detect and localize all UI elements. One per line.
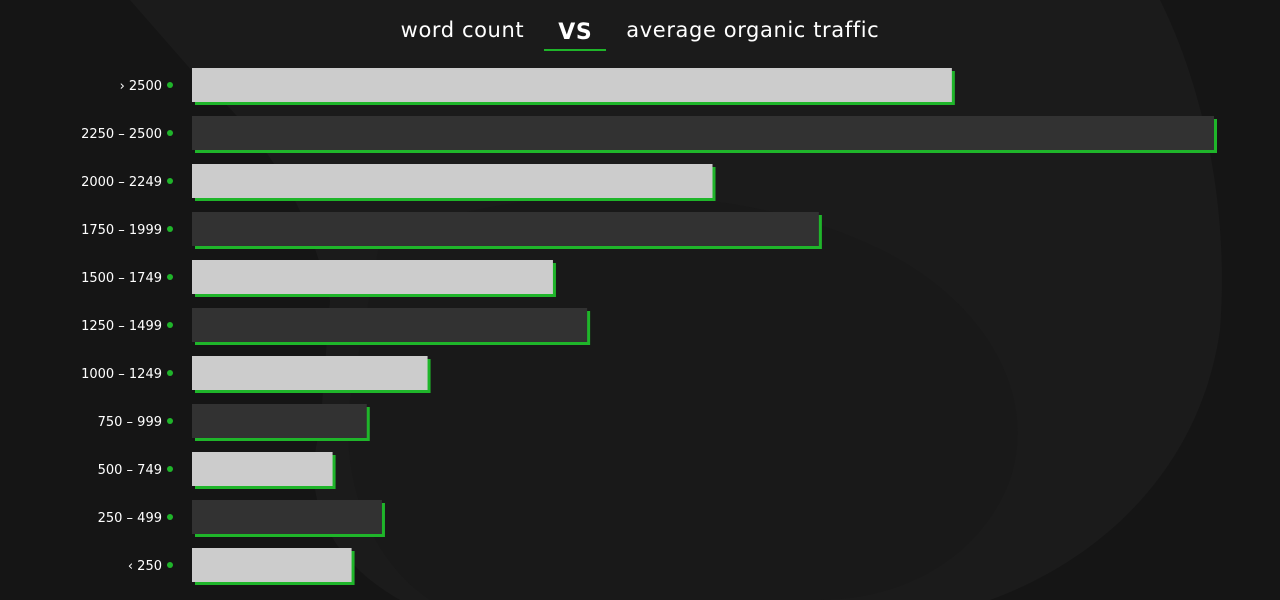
y-tick-label-10: ‹ 250 bbox=[128, 559, 162, 574]
y-tick-label-7: 750 – 999 bbox=[98, 415, 162, 430]
y-tick-label-0: › 2500 bbox=[120, 79, 162, 94]
label-dot-10 bbox=[167, 562, 173, 568]
bar-4 bbox=[192, 260, 553, 294]
y-tick-label-2: 2000 – 2249 bbox=[81, 175, 162, 190]
bar-8 bbox=[192, 452, 333, 486]
bar-3 bbox=[192, 212, 819, 246]
label-dot-2 bbox=[167, 178, 173, 184]
bar-0 bbox=[192, 68, 952, 102]
y-tick-label-5: 1250 – 1499 bbox=[81, 319, 162, 334]
bar-5 bbox=[192, 308, 588, 342]
title-left: word count bbox=[400, 18, 525, 42]
bar-10 bbox=[192, 548, 352, 582]
y-axis-labels: › 2500 2250 – 2500 2000 – 2249 1750 – 1999 1… bbox=[81, 79, 173, 574]
title-vs: VS bbox=[544, 20, 607, 51]
label-dot-7 bbox=[167, 418, 173, 424]
bar-9 bbox=[192, 500, 382, 534]
title-right: average organic traffic bbox=[626, 18, 880, 42]
bar-6 bbox=[192, 356, 428, 390]
bar-1 bbox=[192, 116, 1214, 150]
label-dot-4 bbox=[167, 274, 173, 280]
chart-title: word count VS average organic traffic bbox=[0, 18, 1280, 52]
label-dot-3 bbox=[167, 226, 173, 232]
bar-2 bbox=[192, 164, 713, 198]
y-tick-label-6: 1000 – 1249 bbox=[81, 367, 162, 382]
label-dot-8 bbox=[167, 466, 173, 472]
y-tick-label-4: 1500 – 1749 bbox=[81, 271, 162, 286]
y-tick-label-9: 250 – 499 bbox=[98, 511, 162, 526]
y-tick-label-1: 2250 – 2500 bbox=[81, 127, 162, 142]
bar-7 bbox=[192, 404, 367, 438]
y-tick-label-3: 1750 – 1999 bbox=[81, 223, 162, 238]
y-tick-label-8: 500 – 749 bbox=[98, 463, 162, 478]
label-dot-0 bbox=[167, 82, 173, 88]
bars bbox=[192, 68, 1217, 585]
label-dot-9 bbox=[167, 514, 173, 520]
label-dot-5 bbox=[167, 322, 173, 328]
label-dot-1 bbox=[167, 130, 173, 136]
label-dot-6 bbox=[167, 370, 173, 376]
